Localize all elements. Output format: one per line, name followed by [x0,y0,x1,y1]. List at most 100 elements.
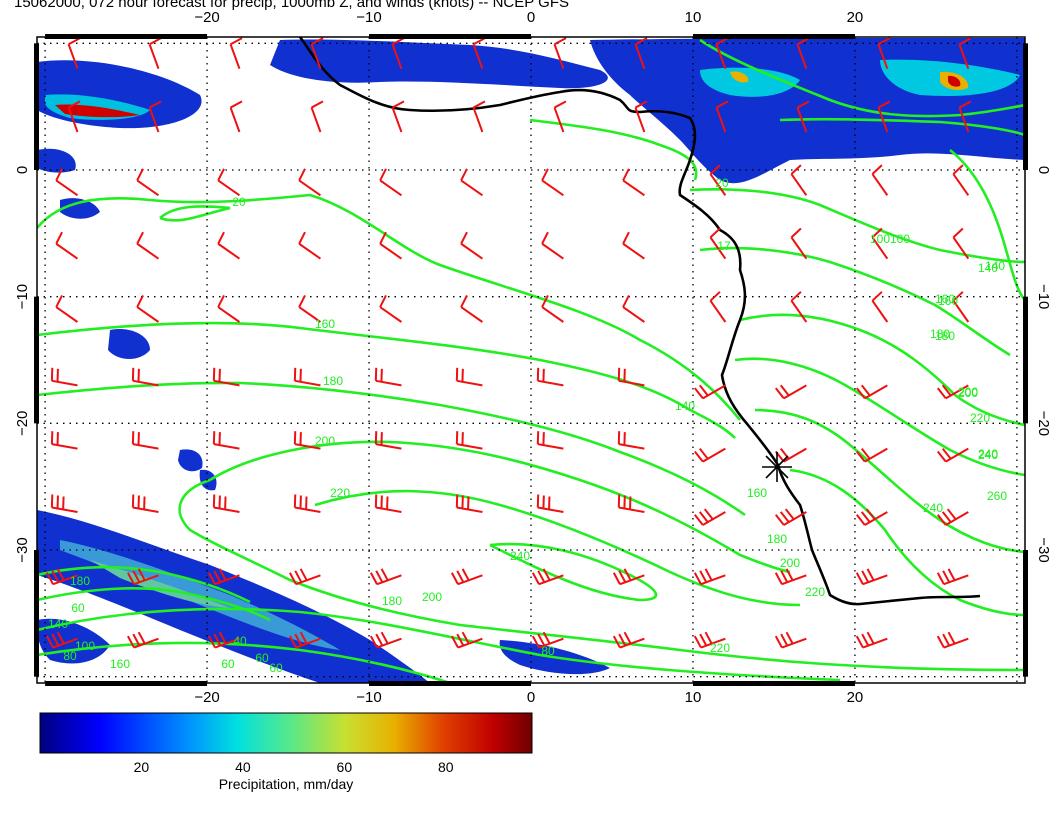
wind-barb [871,164,889,196]
wind-barb [541,231,564,260]
contour-label: 180 [70,574,90,588]
wind-barb [790,227,808,260]
precip-patch [60,198,100,219]
contour-label: 160 [935,292,955,306]
contour-line [699,38,1025,118]
contour-labels: 160 180 200 220 240 180 200 220 140 160 180 200 220 1… [48,176,1007,675]
wind-barb [379,168,402,197]
contour-label: 60 [71,601,85,615]
contour-label: 60 [255,651,269,665]
frame-tick-bar [34,43,39,171]
contour-label: 260 [987,489,1007,503]
wind-barb [67,37,81,70]
contour-label: 140 [985,259,1005,273]
wind-barb [855,447,888,463]
wind-barb [553,100,567,133]
wind-barb [709,291,727,323]
wind-barb [460,295,483,323]
wind-barb [46,631,78,649]
contour-line [37,607,841,682]
graticule-grid [37,37,1025,683]
wind-barb [877,100,891,133]
station-star-icon [762,452,792,482]
contour-label: 40 [233,634,247,648]
wind-barb [634,37,648,70]
contour-line [178,478,1025,672]
wind-barb [936,508,969,526]
wind-barb [391,100,405,133]
wind-barb [952,227,970,260]
wind-barb [612,568,645,586]
contour-label: 200 [315,434,335,448]
wind-barb [775,508,807,526]
wind-barb [709,227,727,260]
wind-barb [50,431,78,450]
contour-label: 100 [890,232,910,246]
wind-barb [369,568,402,586]
contour-label: 220 [970,411,990,425]
precip-patch [730,71,749,83]
contour-line [37,641,451,683]
wind-barb [148,37,162,70]
contour-label: 60 [221,657,235,671]
wind-barb [55,168,79,197]
wind-barb [694,508,726,526]
frame-tick-bar [45,34,208,39]
wind-barb [790,291,808,323]
wind-barb [796,37,810,70]
wind-barb [952,164,970,196]
contour-label: 180 [930,327,950,341]
wind-barb [715,37,729,70]
colorbar-tick-label: 60 [337,759,353,775]
contour-line [734,357,1025,477]
wind-barb [715,100,729,133]
contour-label: 220 [330,486,350,500]
wind-barb [693,631,726,649]
frame-tick-bar [1023,43,1028,171]
contour-label: 200 [780,556,800,570]
wind-barb [450,568,483,586]
frame-tick-bar [1023,550,1028,677]
contour-label: 240 [923,501,943,515]
wind-barb [455,431,483,450]
frame-tick-bar [45,681,208,686]
wind-barb [229,100,243,133]
wind-barb [936,568,969,586]
contour-label: 240 [978,448,998,462]
wind-barb [212,431,240,450]
wind-barb [298,295,322,323]
wind-barb [50,494,78,513]
lat-label-left: −10 [14,284,31,309]
wind-barb [460,231,483,260]
wind-barb [936,447,969,463]
wind-barb [617,367,645,387]
wind-barb [855,384,888,400]
contour-label: 100 [75,639,95,653]
lon-label-top: 20 [847,9,864,26]
contour-label: 80 [541,644,555,658]
wind-barb [369,631,402,649]
lat-label-left: −20 [14,411,31,436]
coastline [298,37,981,606]
contour-label: 140 [48,617,68,631]
wind-barb [871,291,889,323]
colorbar-tick-label: 80 [438,759,454,775]
coastline-path [298,37,981,606]
contour-line [754,408,1025,554]
lon-label-top: 0 [527,9,535,26]
lon-label-top: 10 [685,9,702,26]
wind-barb [877,37,891,70]
contour-label: 140 [978,261,998,275]
wind-barb [55,295,79,323]
contour-label: 180 [382,594,402,608]
colorbar-tick-label: 40 [235,759,251,775]
figure-title: 15062000, 072 hour forecast for precip, … [14,0,569,11]
contour-label: 180 [935,329,955,343]
colorbar [39,712,533,754]
wind-barb [131,494,159,513]
wind-barb [622,231,645,260]
wind-barb [622,295,645,323]
contour-line [37,587,271,622]
colorbar-tick-label: 20 [134,759,150,775]
